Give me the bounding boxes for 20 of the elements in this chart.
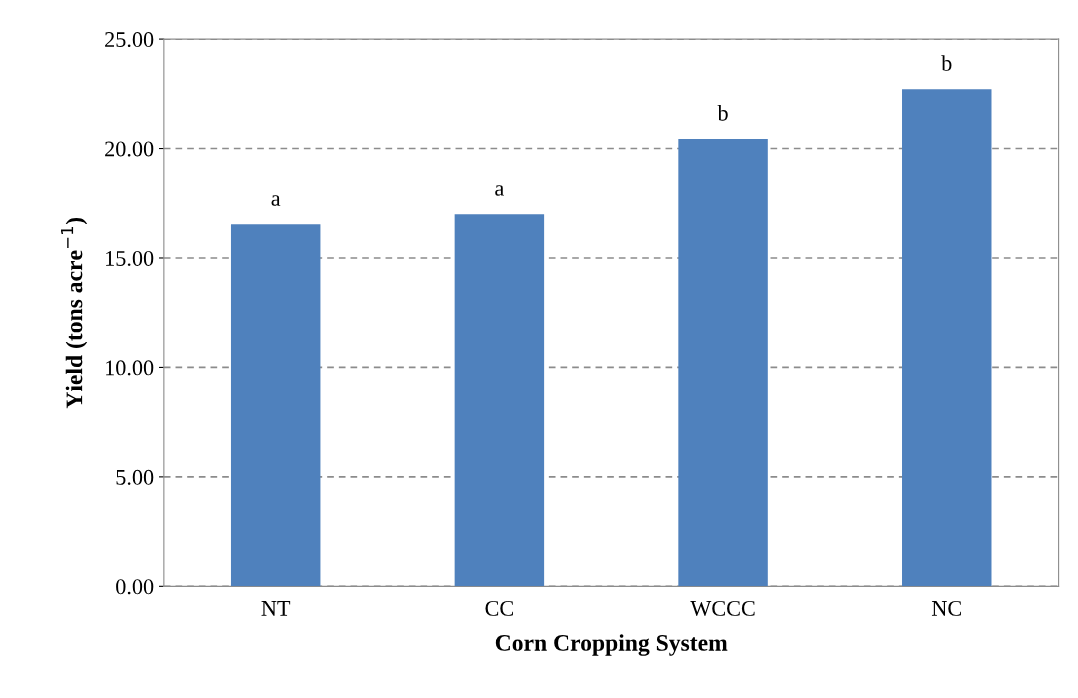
y-tick-label: 25.00 (105, 32, 154, 48)
x-tick-label: CC (485, 600, 513, 616)
annotation: b (941, 55, 952, 71)
bar (902, 89, 992, 587)
x-tick-label: NC (931, 600, 961, 616)
bar (454, 214, 545, 587)
bar (230, 224, 321, 587)
annotation: b (717, 105, 728, 121)
bar (678, 139, 768, 587)
y-axis-title: Yield (tons acre$^{−1}$) (61, 217, 88, 409)
y-tick-label: 10.00 (106, 360, 154, 376)
y-tick-label: 5.00 (116, 469, 154, 485)
x-axis-title: Corn Cropping System (495, 634, 728, 656)
annotation: a (495, 185, 505, 196)
x-tick-label: WCCC (690, 600, 755, 616)
y-tick-label: 20.00 (105, 141, 154, 157)
annotation: a (271, 195, 281, 206)
y-tick-label: 15.00 (106, 250, 154, 267)
y-tick-label: 0.00 (116, 579, 154, 595)
x-tick-label: NT (261, 601, 291, 616)
